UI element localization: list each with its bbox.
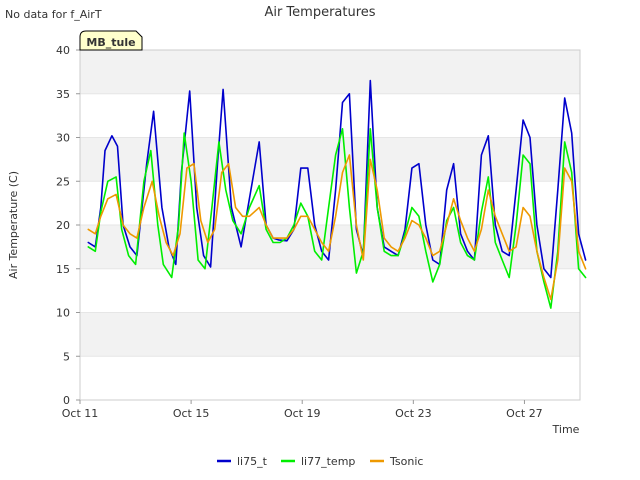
station-badge: MB_tule	[79, 30, 143, 51]
legend-label-li77_temp: li77_temp	[301, 455, 355, 468]
series-line-li75_t	[87, 79, 587, 279]
legend: li75_t li77_temp Tsonic	[217, 455, 423, 468]
plot-background	[80, 49, 580, 401]
plot-band	[80, 268, 580, 313]
y-axis-ticks: 0 5 10 15 20 25 30 35 40	[56, 44, 80, 407]
x-tick-label: Oct 15	[173, 407, 210, 420]
legend-label-Tsonic: Tsonic	[389, 455, 423, 468]
station-badge-label: MB_tule	[86, 36, 135, 49]
y-tick-label: 35	[56, 88, 70, 101]
x-axis-label: Time	[552, 423, 580, 436]
plot-band	[80, 93, 580, 138]
series-layer	[87, 79, 587, 309]
y-tick-label: 40	[56, 44, 70, 57]
y-tick-label: 5	[63, 350, 70, 363]
y-axis-label: Air Temperature (C)	[7, 171, 20, 279]
plot-band	[80, 137, 580, 182]
legend-label-li75_t: li75_t	[237, 455, 268, 468]
plot-band	[80, 50, 580, 94]
y-tick-label: 15	[56, 263, 70, 276]
y-tick-label: 10	[56, 307, 70, 320]
y-tick-label: 25	[56, 175, 70, 188]
series-line-Tsonic	[87, 154, 587, 301]
y-tick-label: 20	[56, 219, 70, 232]
no-data-notice: No data for f_AirT	[5, 8, 102, 21]
x-axis-ticks: Oct 11 Oct 15 Oct 19 Oct 23 Oct 27	[62, 400, 543, 420]
y-tick-label: 0	[63, 394, 70, 407]
plot-band	[80, 356, 580, 400]
x-tick-label: Oct 19	[284, 407, 321, 420]
plot-band	[80, 312, 580, 357]
y-tick-label: 30	[56, 132, 70, 145]
chart-title: Air Temperatures	[264, 5, 375, 20]
x-tick-label: Oct 27	[506, 407, 543, 420]
station-badge-tab	[79, 30, 143, 51]
series-line-li77_temp	[87, 128, 587, 309]
x-tick-label: Oct 11	[62, 407, 99, 420]
x-tick-label: Oct 23	[395, 407, 432, 420]
